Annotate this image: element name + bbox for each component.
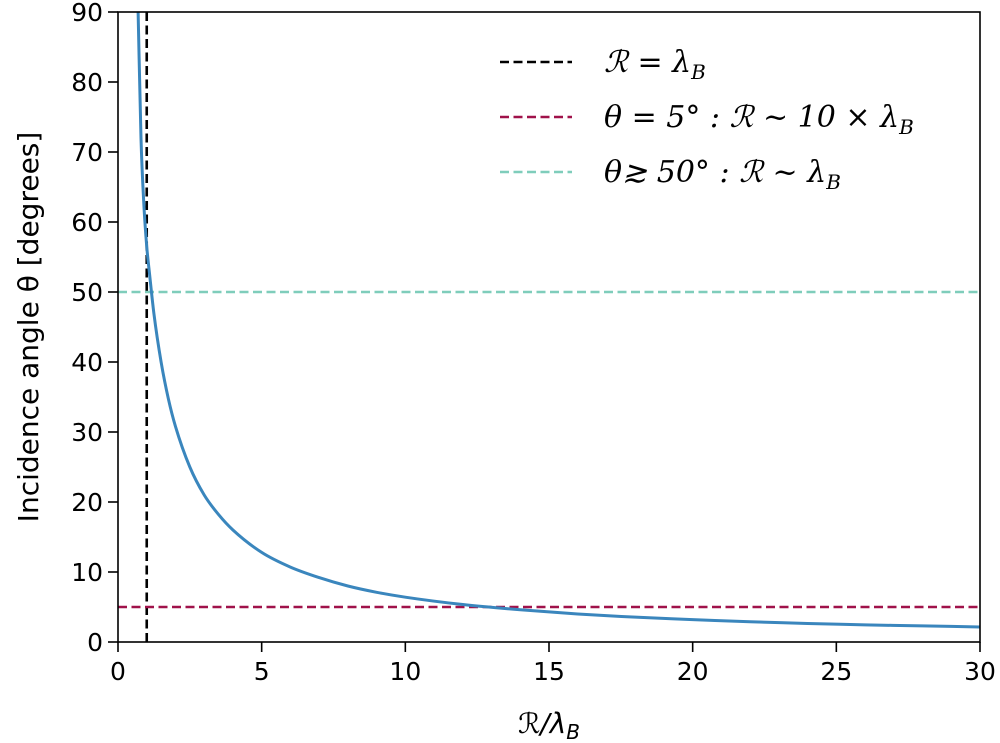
legend: ℛ = λB θ = 5° : ℛ ~ 10 × λB θ≳ 50° : ℛ ~ λ… <box>500 45 914 194</box>
x-tick-label: 0 <box>110 657 126 686</box>
legend-label-1: θ = 5° : ℛ ~ 10 × λB <box>604 100 914 139</box>
legend-label-0: ℛ = λB <box>604 45 706 84</box>
y-tick-label: 20 <box>71 488 103 517</box>
x-tick-label: 10 <box>389 657 421 686</box>
y-tick-label: 80 <box>71 68 103 97</box>
x-tick-label: 30 <box>964 657 996 686</box>
legend-label-2: θ≳ 50° : ℛ ~ λB <box>604 155 841 194</box>
y-axis: 0 10 20 30 40 50 60 70 80 90 <box>71 0 118 657</box>
y-tick-label: 40 <box>71 348 103 377</box>
y-tick-label: 10 <box>71 558 103 587</box>
y-tick-label: 60 <box>71 208 103 237</box>
y-axis-label: Incidence angle θ [degrees] <box>12 132 45 523</box>
y-tick-label: 70 <box>71 138 103 167</box>
series-line-0 <box>136 12 980 629</box>
y-tick-label: 50 <box>71 278 103 307</box>
x-tick-label: 20 <box>677 657 709 686</box>
x-axis: 0 5 10 15 20 25 30 <box>110 642 996 686</box>
y-tick-label: 90 <box>71 0 103 27</box>
x-axis-label: ℛ/λB <box>518 707 580 743</box>
x-tick-label: 25 <box>820 657 852 686</box>
y-tick-label: 0 <box>87 628 103 657</box>
x-tick-label: 15 <box>533 657 565 686</box>
x-tick-label: 5 <box>254 657 270 686</box>
reference-lines <box>118 12 980 642</box>
series-group <box>136 12 980 629</box>
y-tick-label: 30 <box>71 418 103 447</box>
